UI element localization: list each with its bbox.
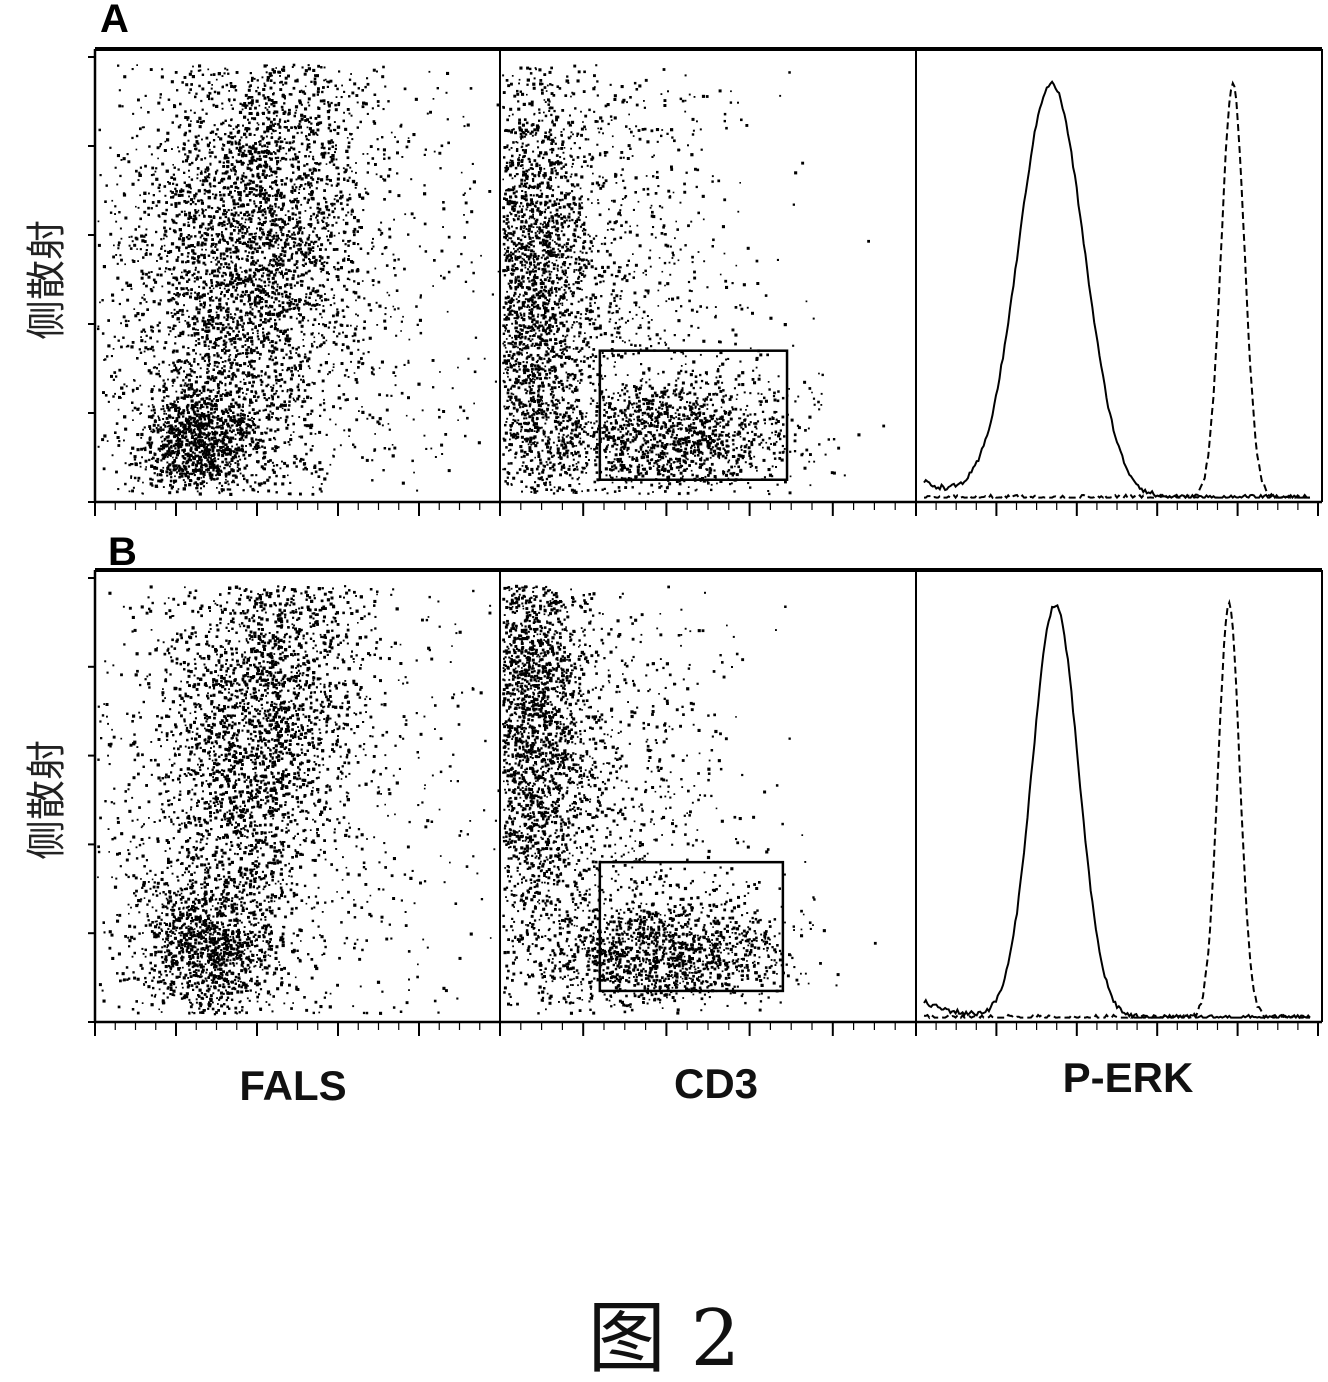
ylabel-panel-b: 侧散射 — [24, 740, 70, 860]
panel-label-b: B — [108, 530, 137, 574]
figure-caption: 图 2 — [588, 1294, 740, 1382]
xlabel-p-erk: P-ERK — [1063, 1054, 1194, 1101]
xlabel-cd3: CD3 — [674, 1060, 758, 1107]
ylabel-panel-a: 侧散射 — [24, 220, 70, 340]
panel-label-a: A — [100, 0, 129, 41]
xlabel-fals: FALS — [239, 1062, 346, 1109]
